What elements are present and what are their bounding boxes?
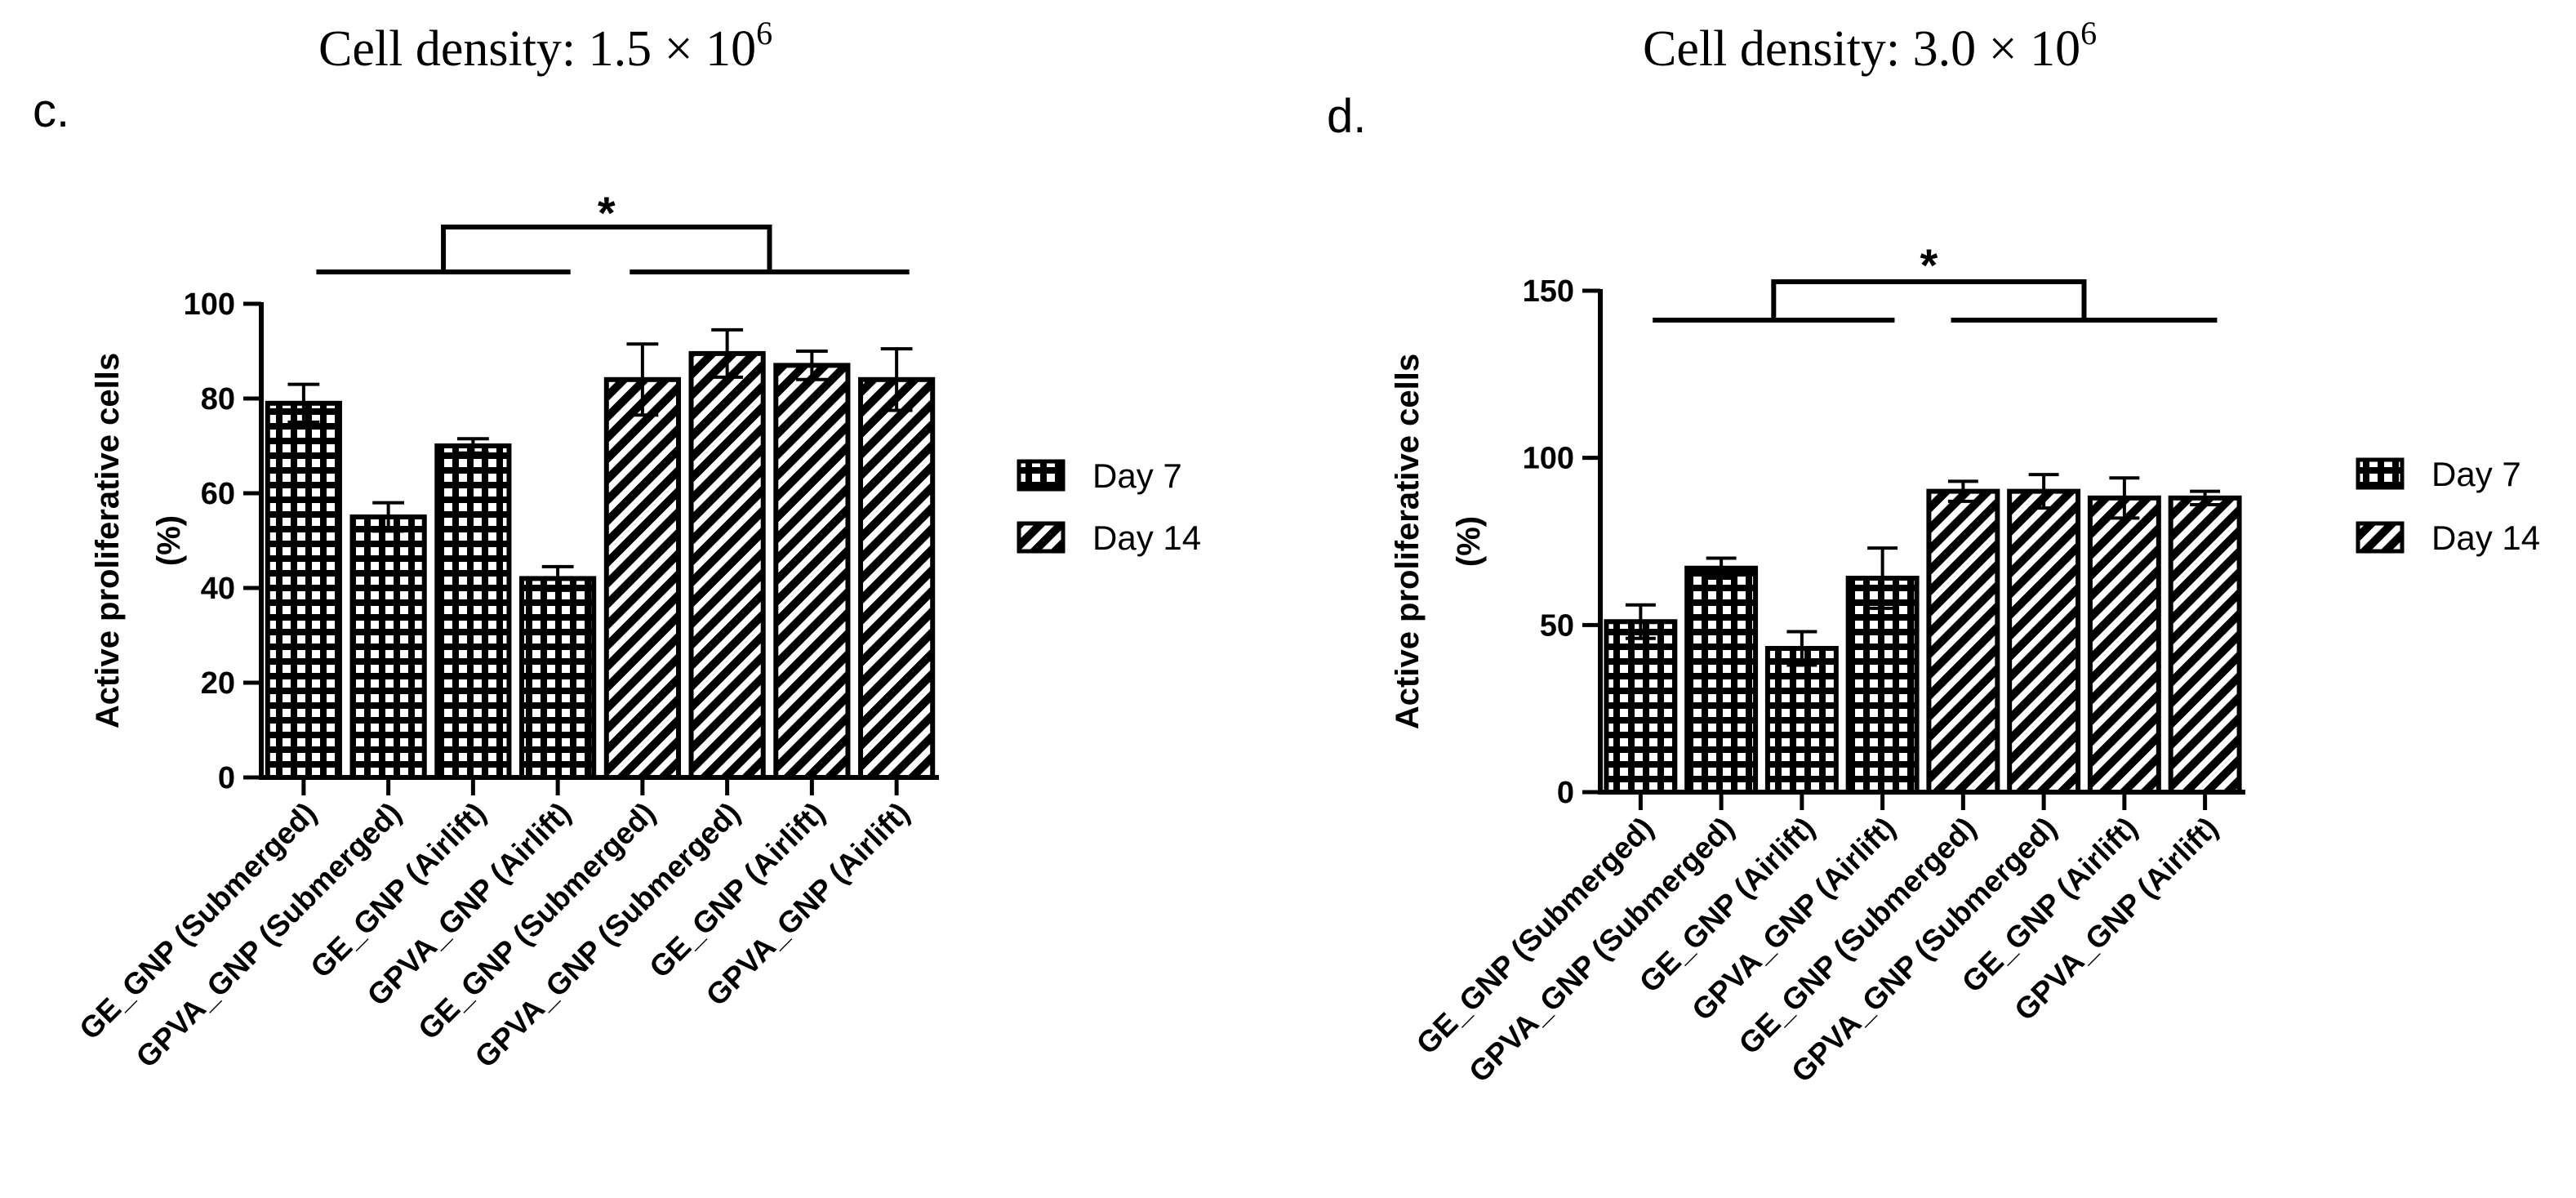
bar xyxy=(603,376,681,780)
bar xyxy=(2168,495,2242,795)
bar xyxy=(1604,619,1678,795)
bar xyxy=(519,576,597,781)
y-tick-label: 100 xyxy=(184,287,235,322)
y-axis-title: Active proliferative cells xyxy=(1390,354,1426,729)
bar xyxy=(2087,495,2161,795)
y-tick-label: 0 xyxy=(1557,776,1574,810)
legend-label: Day 14 xyxy=(1092,519,1201,557)
y-tick-label: 20 xyxy=(201,666,235,701)
bar xyxy=(773,363,851,780)
significance-star: * xyxy=(598,187,616,238)
bar xyxy=(1684,565,1759,795)
panel-c: c. Cell density: 1.5 × 106 Active prolifer… xyxy=(33,15,1201,1074)
significance-bracket xyxy=(441,225,772,272)
significance-bracket xyxy=(1771,279,2087,320)
chart-title-text: Cell density: 1.5 × 10 xyxy=(318,21,756,77)
bar xyxy=(1845,576,1920,795)
legend-swatch xyxy=(2356,521,2405,554)
legend-label: Day 7 xyxy=(2431,455,2521,493)
y-tick-label: 100 xyxy=(1523,442,1574,476)
y-tick-label: 0 xyxy=(218,761,235,795)
legend-swatch xyxy=(1017,459,1066,492)
panel-d: d. Cell density: 3.0 × 106 Active prolifer… xyxy=(1327,15,2540,1089)
legend-label: Day 7 xyxy=(1092,456,1182,495)
y-axis-title: Active proliferative cells xyxy=(90,353,126,728)
chart-title-text: Cell density: 3.0 × 10 xyxy=(1643,21,2080,77)
legend-swatch xyxy=(2356,457,2405,490)
legend: Day 7 Day 14 xyxy=(1017,456,1201,557)
bar xyxy=(688,350,766,780)
significance-star: * xyxy=(1920,239,1938,291)
bar xyxy=(1926,488,2000,795)
y-tick-label: 150 xyxy=(1523,274,1574,309)
y-tick-label: 80 xyxy=(201,382,235,416)
bar xyxy=(434,443,512,780)
chart-title-exponent: 6 xyxy=(2080,15,2097,51)
legend-swatch xyxy=(1017,521,1066,554)
legend: Day 7 Day 14 xyxy=(2356,455,2540,557)
panel-label: c. xyxy=(33,84,69,137)
bar xyxy=(349,514,427,780)
y-axis-unit: (%) xyxy=(151,515,187,566)
bar xyxy=(265,400,342,780)
bar xyxy=(2007,488,2081,795)
y-axis-unit: (%) xyxy=(1451,516,1487,567)
bar xyxy=(1764,645,1839,795)
y-tick-label: 60 xyxy=(201,477,235,511)
legend-label: Day 14 xyxy=(2431,519,2540,557)
y-tick-label: 40 xyxy=(201,572,235,606)
chart-title: Cell density: 3.0 × 106 xyxy=(1643,15,2097,77)
chart-title-exponent: 6 xyxy=(756,15,772,51)
chart-title: Cell density: 1.5 × 106 xyxy=(318,15,772,77)
bar xyxy=(858,376,936,780)
y-tick-label: 50 xyxy=(1540,608,1574,643)
panel-label: d. xyxy=(1327,90,1366,143)
